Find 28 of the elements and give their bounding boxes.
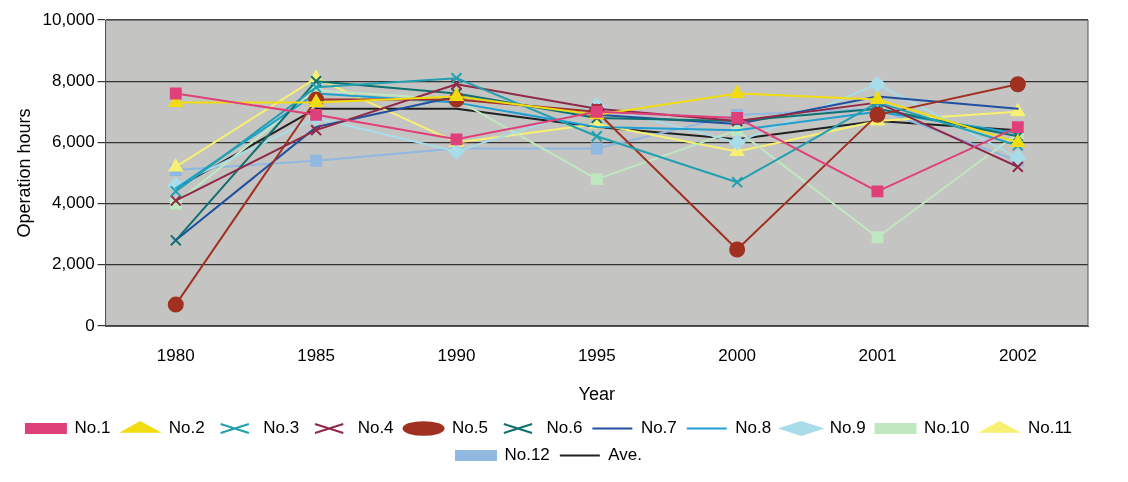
x-tick-label: 2000 [718, 345, 757, 365]
y-tick-label: 8,000 [52, 70, 95, 90]
x-tick-label: 1985 [297, 345, 336, 365]
legend-label: No.12 [504, 445, 550, 465]
legend-label: No.11 [1027, 418, 1073, 438]
x-tick-label: 1995 [577, 345, 616, 365]
legend-label: No.10 [924, 418, 970, 438]
x-tick-label: 1980 [156, 345, 195, 365]
legend-label: No.3 [263, 418, 300, 438]
y-tick-label: 0 [85, 315, 95, 335]
legend-label: No.7 [640, 418, 677, 438]
x-axis-title: Year [578, 384, 615, 405]
legend-label: No.8 [735, 418, 772, 438]
x-tick-label: 1990 [437, 345, 476, 365]
legend-label: No.6 [546, 418, 583, 438]
legend-label: No.5 [452, 418, 488, 438]
y-tick-label: 6,000 [52, 132, 95, 152]
y-tick-label: 4,000 [52, 193, 95, 213]
x-tick-label: 2001 [858, 345, 897, 365]
y-axis-title: Operation hours [13, 108, 34, 238]
y-tick-label: 2,000 [52, 254, 95, 274]
legend-label: No.4 [357, 418, 394, 438]
legend-label: No.1 [74, 418, 111, 438]
x-tick-label: 2002 [998, 345, 1037, 365]
legend-label: No.9 [829, 418, 866, 438]
y-tick-label: 10,000 [42, 9, 95, 29]
legend-label: No.2 [168, 418, 205, 438]
legend-label: Ave. [608, 445, 643, 465]
